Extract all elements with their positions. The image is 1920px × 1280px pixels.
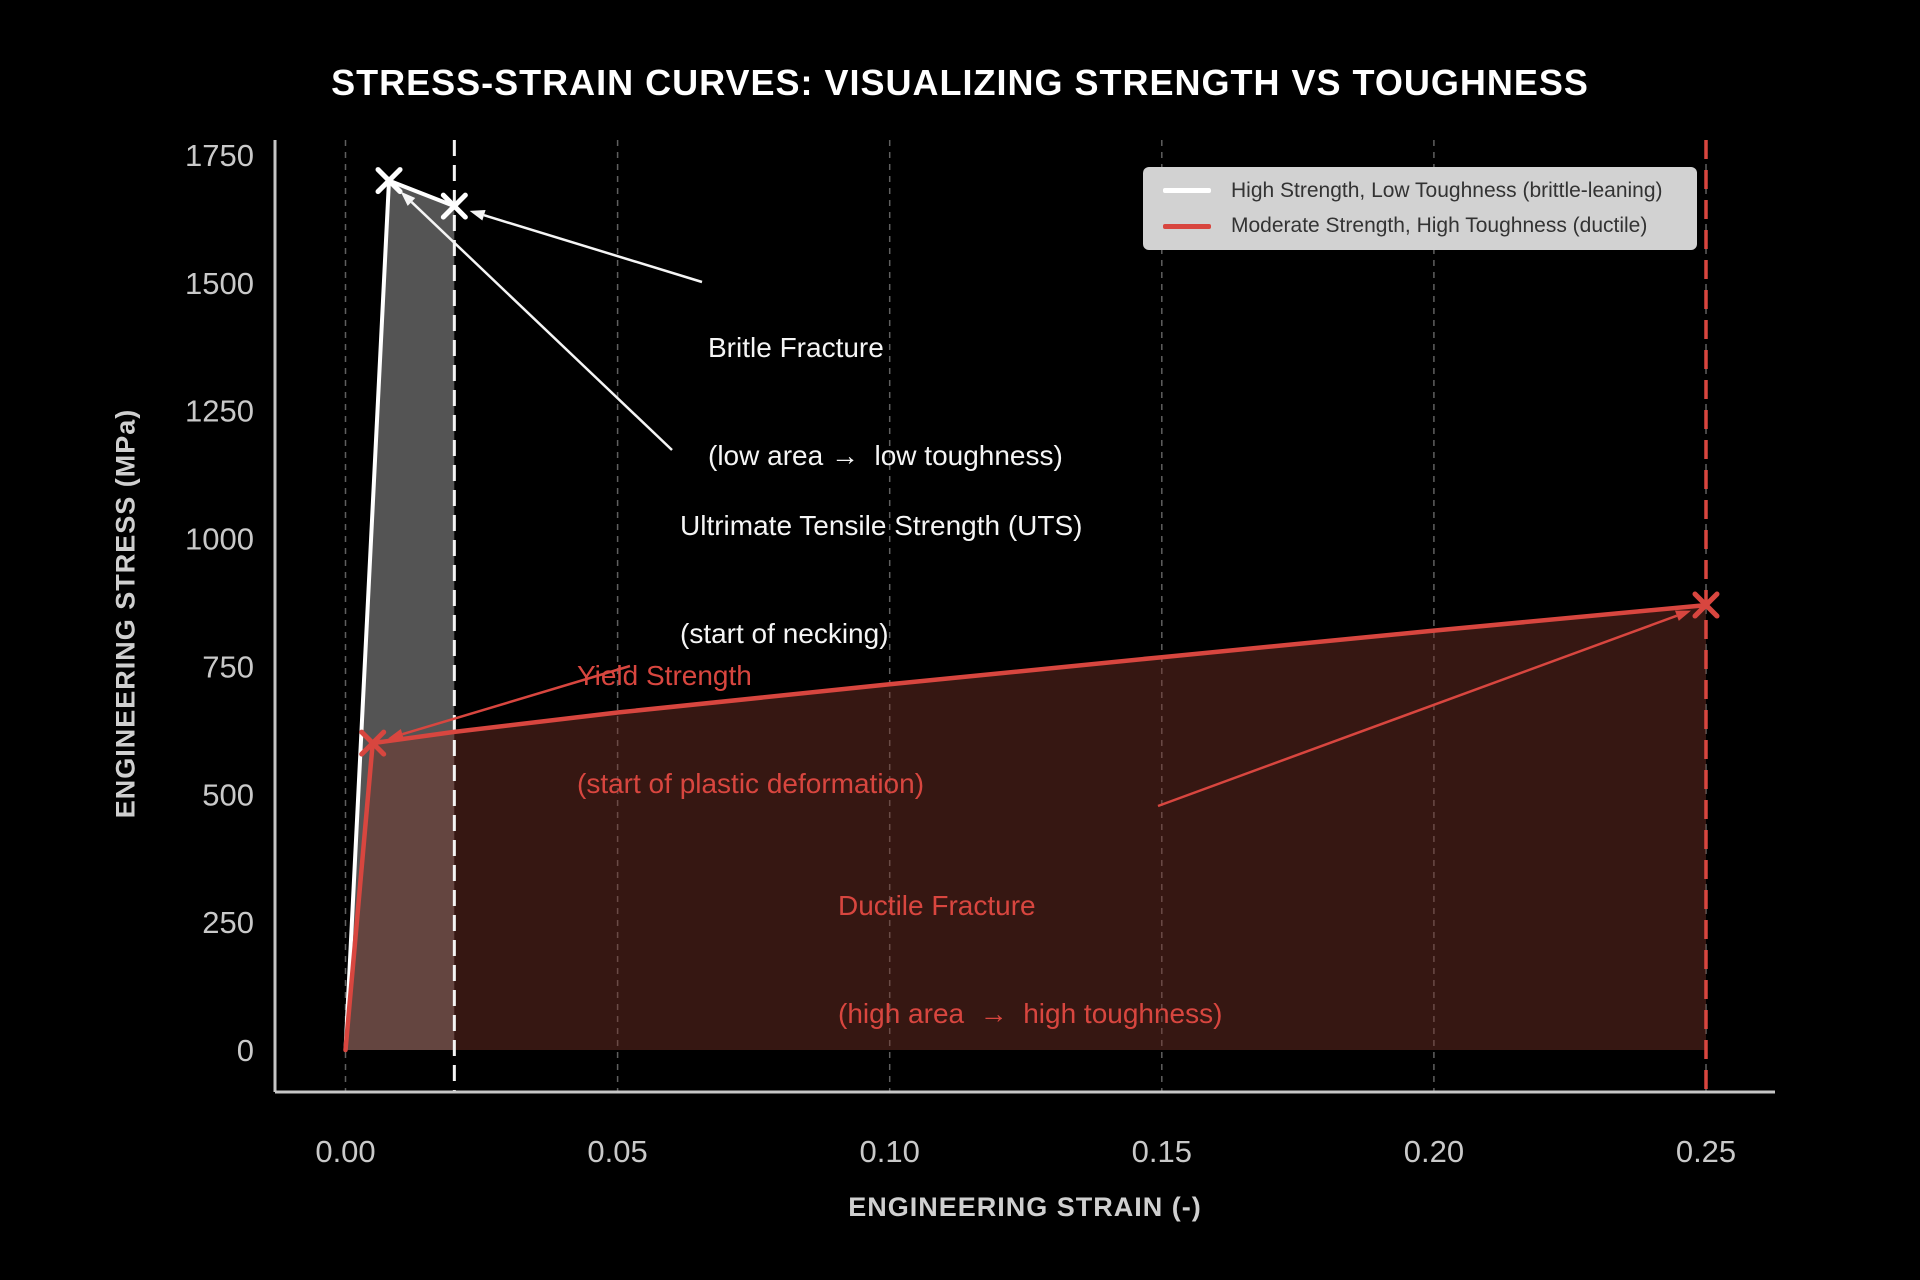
y-tick-label-1250: 1250 (185, 394, 254, 429)
brittle-area-fill (345, 180, 455, 1051)
y-tick-label-1750: 1750 (185, 138, 254, 173)
annotation-arrowhead-yield (388, 728, 404, 740)
legend-item-ductile: Moderate Strength, High Toughness (ducti… (1163, 214, 1697, 238)
ductile-marker-x (1692, 591, 1720, 619)
annotation-arrow-yield (402, 664, 631, 736)
brittle-marker-x (375, 167, 403, 195)
annotation-uts: Ultrimate Tensile Strength (UTS) (start … (680, 436, 1083, 688)
ductile-marker-x (359, 729, 387, 757)
ductile-area-fill (345, 605, 1706, 1050)
ductile-line-swatch (1163, 223, 1211, 229)
y-tick-label-0: 0 (237, 1033, 254, 1068)
annotation-arrow-uts (410, 201, 673, 451)
annotation-yield-line2: (start of plastic deformation) (577, 768, 925, 799)
annotation-ductile-fracture-line2: (high area → high toughness) (838, 998, 1223, 1029)
brittle-marker-x (440, 192, 468, 220)
annotation-arrowhead-uts (400, 191, 416, 206)
x-tick-label-0.10: 0.10 (860, 1134, 920, 1169)
legend-label-brittle: High Strength, Low Toughness (brittle-le… (1231, 178, 1663, 202)
legend-label-ductile: Moderate Strength, High Toughness (ducti… (1231, 214, 1648, 238)
annotation-arrowhead-brittle_fracture (469, 209, 486, 221)
annotation-brittle-fracture: Britle Fracture (low area → low toughnes… (708, 258, 1063, 510)
annotation-ductile-fracture-line1: Ductile Fracture (838, 890, 1036, 921)
annotation-arrowhead-ductile_fracture (1675, 610, 1691, 621)
x-tick-label-0.25: 0.25 (1676, 1134, 1736, 1169)
annotation-arrow-ductile_fracture (1157, 614, 1678, 808)
legend-item-brittle: High Strength, Low Toughness (brittle-le… (1163, 179, 1697, 203)
annotation-brittle-fracture-line1: Britle Fracture (708, 332, 884, 363)
x-tick-label-0.20: 0.20 (1404, 1134, 1464, 1169)
x-tick-label-0.15: 0.15 (1132, 1134, 1192, 1169)
y-tick-label-750: 750 (202, 649, 254, 684)
x-tick-label-0.05: 0.05 (587, 1134, 647, 1169)
y-tick-label-1000: 1000 (185, 522, 254, 557)
annotation-yield-line1: Yield Strength (577, 660, 752, 691)
x-axis-label: ENGINEERING STRAIN (-) (848, 1192, 1202, 1222)
y-tick-label-500: 500 (202, 777, 254, 812)
brittle-line-swatch (1163, 188, 1211, 194)
annotation-arrow-brittle_fracture (483, 214, 703, 284)
annotation-uts-line2: (start of necking) (680, 618, 889, 649)
legend: High Strength, Low Toughness (brittle-le… (1143, 167, 1697, 250)
chart-title: STRESS-STRAIN CURVES: VISUALIZING STRENG… (331, 62, 1589, 103)
annotation-ductile-fracture: Ductile Fracture (high area → high tough… (838, 816, 1222, 1068)
annotation-yield: Yield Strength (start of plastic deforma… (577, 586, 924, 838)
ductile-curve (343, 602, 1709, 1053)
x-tick-label-0.00: 0.00 (315, 1134, 375, 1169)
y-tick-label-250: 250 (202, 905, 254, 940)
annotation-brittle-fracture-line2: (low area → low toughness) (708, 440, 1063, 471)
annotation-uts-line1: Ultrimate Tensile Strength (UTS) (680, 510, 1083, 541)
y-tick-label-1500: 1500 (185, 266, 254, 301)
